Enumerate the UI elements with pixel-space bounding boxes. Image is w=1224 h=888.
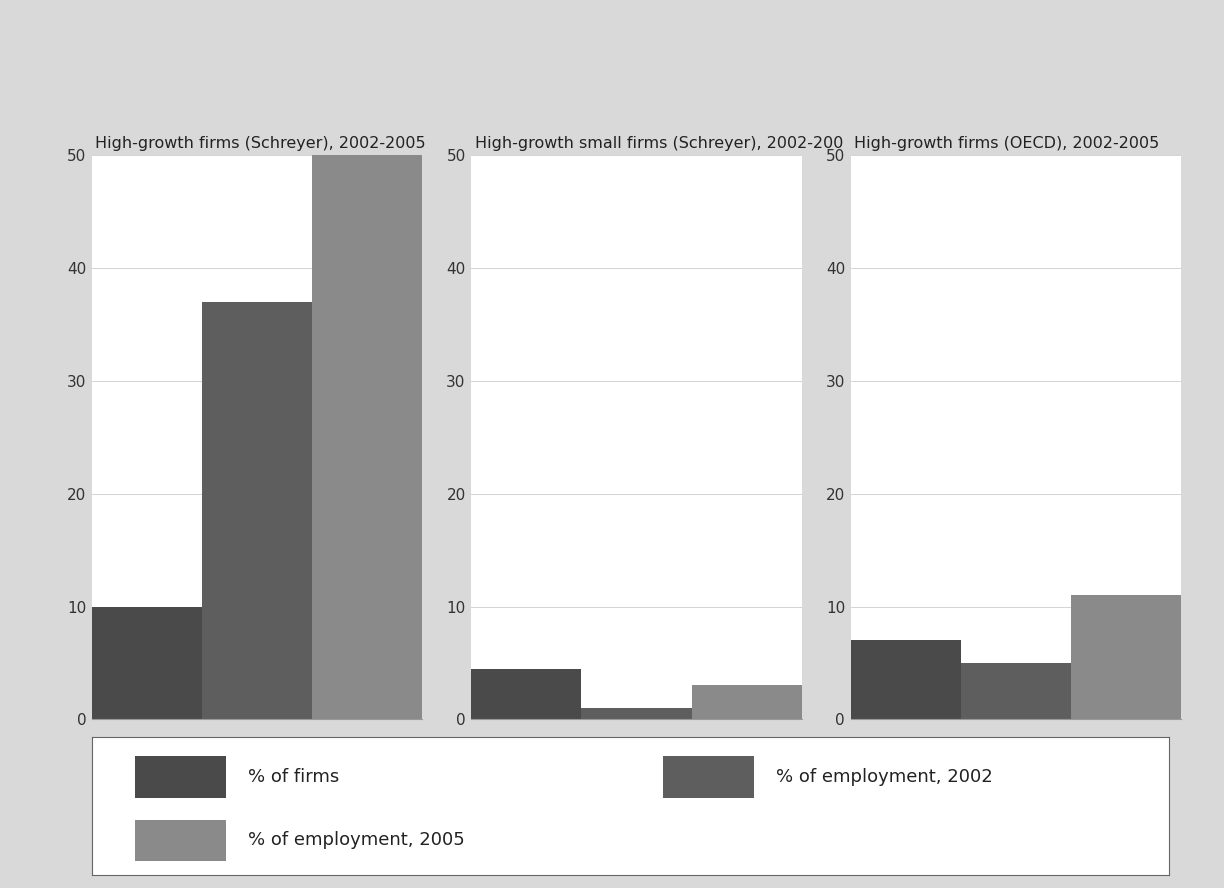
Text: High-growth firms (OECD), 2002-2005: High-growth firms (OECD), 2002-2005	[854, 137, 1159, 152]
Bar	[312, 155, 422, 719]
Text: High-growth firms (Schreyer), 2002-2005: High-growth firms (Schreyer), 2002-2005	[95, 137, 426, 152]
Bar	[961, 662, 1071, 719]
Bar	[581, 708, 692, 719]
Bar	[92, 607, 202, 719]
Text: % of employment, 2002: % of employment, 2002	[776, 768, 993, 786]
Bar	[1071, 595, 1181, 719]
Text: % of employment, 2005: % of employment, 2005	[248, 831, 465, 849]
FancyBboxPatch shape	[135, 757, 226, 797]
Text: % of firms: % of firms	[248, 768, 339, 786]
Text: High-growth small firms (Schreyer), 2002-200: High-growth small firms (Schreyer), 2002…	[475, 137, 843, 152]
Bar	[471, 669, 581, 719]
Bar	[202, 302, 312, 719]
Bar	[851, 640, 961, 719]
Bar	[692, 686, 802, 719]
FancyBboxPatch shape	[135, 820, 226, 861]
FancyBboxPatch shape	[662, 757, 754, 797]
